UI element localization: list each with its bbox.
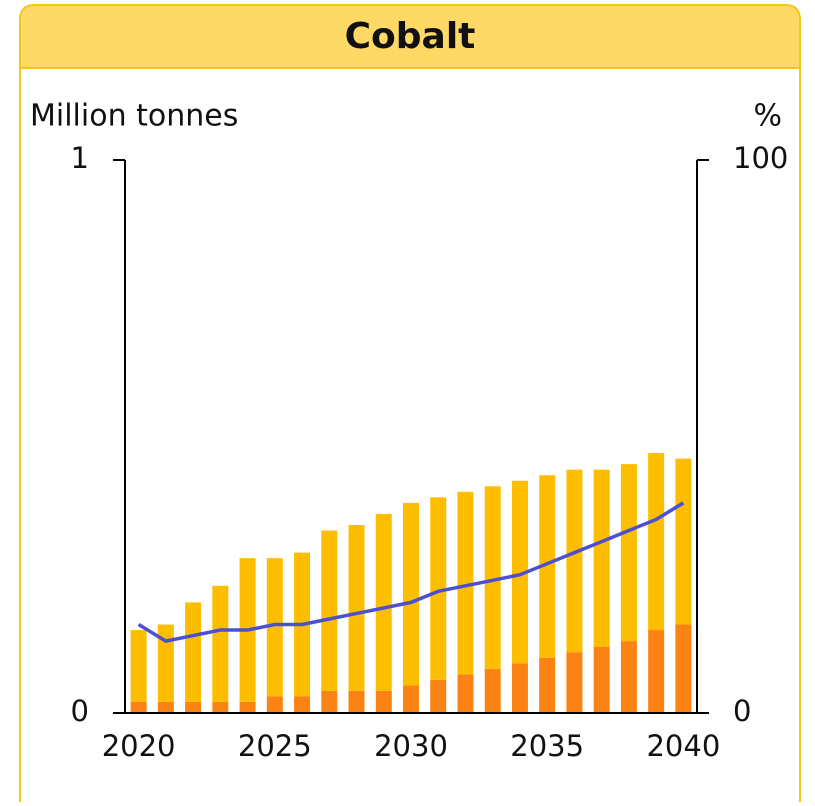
x-tick-label: 2035 <box>510 729 584 763</box>
bar <box>511 480 528 664</box>
bar <box>484 668 501 713</box>
bar <box>375 690 392 713</box>
bar <box>566 469 583 653</box>
y-tick-label: 1 <box>71 141 89 175</box>
y-tick-label: 0 <box>71 694 89 728</box>
bar <box>511 663 528 713</box>
bar <box>403 685 419 713</box>
x-tick-label: 2025 <box>238 729 312 763</box>
frame <box>19 4 801 802</box>
bar <box>484 486 501 669</box>
bar <box>212 701 229 713</box>
bar <box>593 469 610 647</box>
y-axis-label: Million tonnes <box>30 99 238 134</box>
header-band <box>21 6 799 68</box>
bar <box>266 558 283 697</box>
bar <box>348 690 365 713</box>
bar <box>457 491 474 675</box>
x-tick-label: 2020 <box>102 729 176 763</box>
bar <box>348 524 365 691</box>
y2-axis-label: % <box>753 99 782 134</box>
bar <box>294 696 311 713</box>
bar <box>539 475 556 658</box>
bar <box>430 497 447 680</box>
bar <box>620 641 637 713</box>
bar <box>321 690 338 713</box>
bar <box>430 679 447 713</box>
bar <box>321 530 338 691</box>
bar <box>620 464 637 642</box>
bar <box>675 624 692 713</box>
bar <box>266 696 283 713</box>
bar <box>130 630 147 702</box>
bar <box>566 652 583 713</box>
bar <box>539 657 556 713</box>
bar <box>375 513 392 691</box>
bar <box>648 630 665 713</box>
line <box>137 501 685 643</box>
bar <box>185 701 202 713</box>
x-tick-label: 2030 <box>374 729 448 763</box>
bar <box>403 502 419 686</box>
bar <box>157 624 174 702</box>
x-tick-label: 2040 <box>646 729 720 763</box>
bar <box>457 674 474 713</box>
y2-tick-label: 100 <box>733 141 788 175</box>
bar <box>212 585 229 702</box>
y2-tick-label: 0 <box>733 694 751 728</box>
bar <box>648 453 665 631</box>
chart-title: Cobalt <box>345 16 476 57</box>
bar <box>593 646 610 713</box>
bar <box>675 458 692 625</box>
bar <box>157 701 174 713</box>
bar <box>185 602 202 702</box>
bar <box>130 701 147 713</box>
bar <box>239 701 256 713</box>
